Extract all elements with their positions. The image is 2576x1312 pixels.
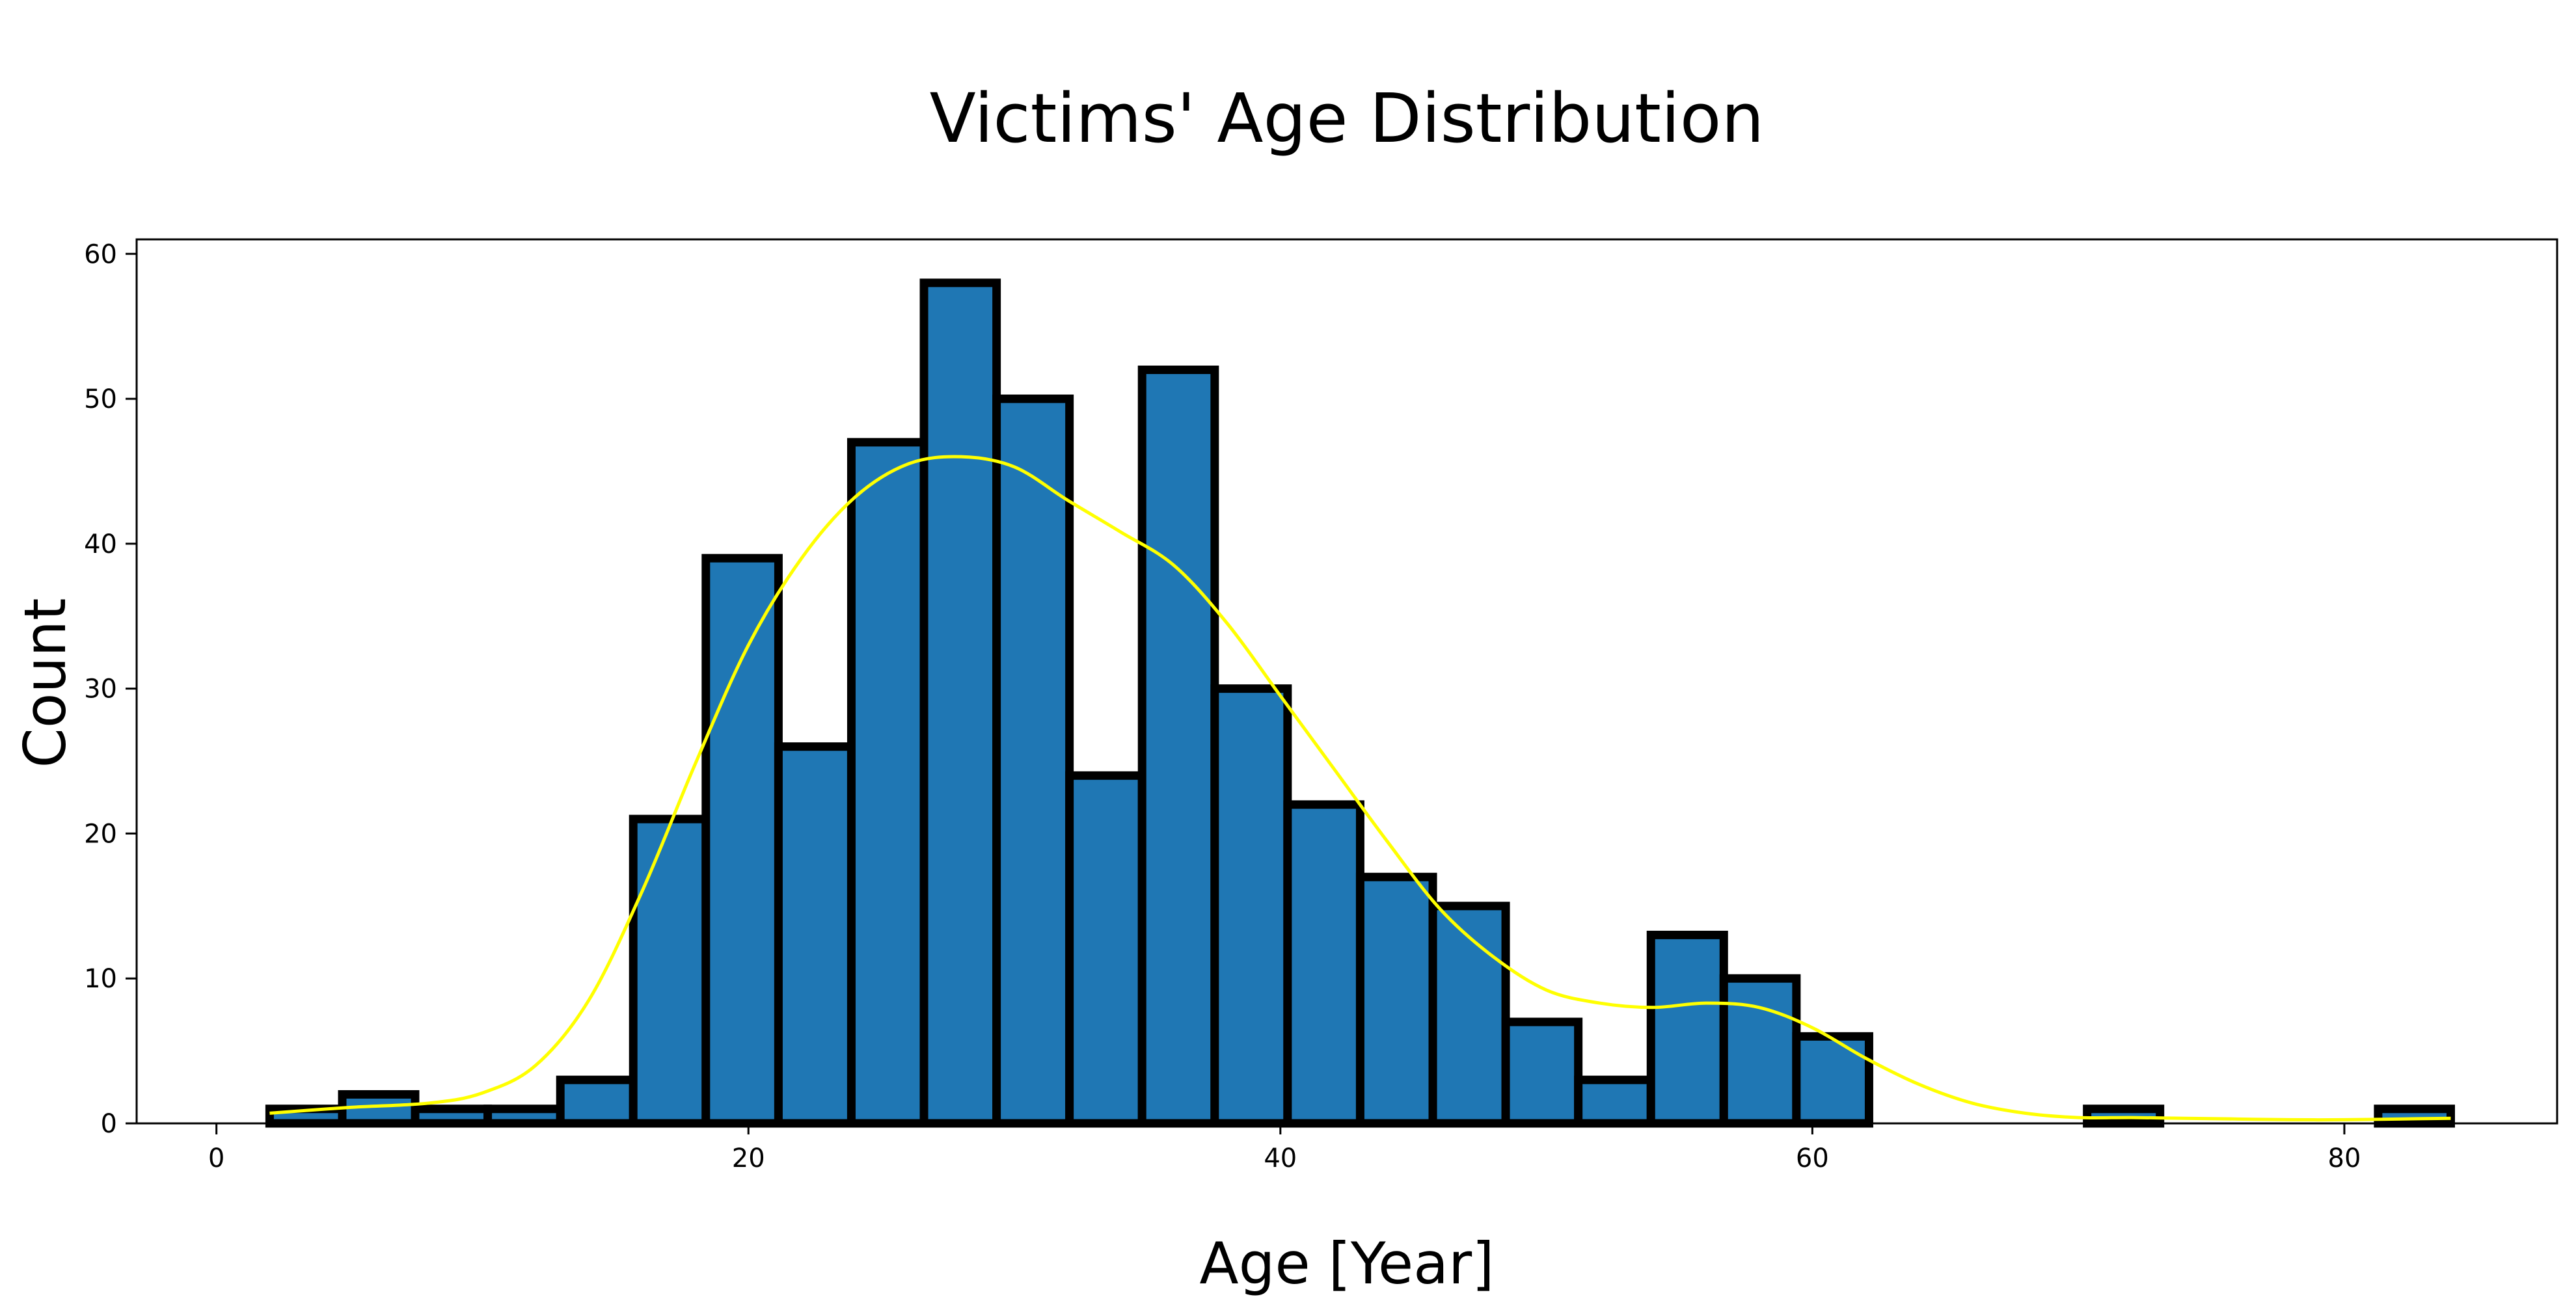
y-axis-label: Count: [12, 598, 79, 768]
y-tick-label: 40: [84, 529, 117, 559]
histogram-bar-12: [1065, 771, 1146, 1128]
histogram-bar-7: [701, 554, 783, 1128]
y-tick-label: 60: [84, 239, 117, 269]
histogram-bar-14: [1210, 684, 1292, 1128]
histogram-bar-15: [1283, 800, 1364, 1128]
histogram-bar-18: [1501, 1017, 1583, 1128]
histogram-bar-2: [338, 1090, 420, 1128]
bars-layer: [265, 278, 2455, 1128]
y-tick-label: 50: [84, 384, 117, 414]
kde-layer: [269, 455, 2451, 1122]
y-tick-label: 30: [84, 675, 117, 704]
y-tick-label: 0: [101, 1109, 117, 1139]
histogram-bar-10: [919, 278, 1001, 1128]
histogram-bar-8: [774, 742, 856, 1128]
histogram-bar-30: [2374, 1104, 2455, 1128]
histogram-bar-4: [483, 1104, 565, 1128]
histogram-bar-6: [629, 814, 711, 1128]
histogram-bar-20: [1646, 930, 1728, 1128]
histogram-bar-21: [1719, 974, 1801, 1128]
kde-line: [269, 455, 2451, 1122]
x-tick-label: 80: [2328, 1144, 2361, 1173]
histogram-bar-13: [1137, 366, 1219, 1128]
x-axis-label: Age [Year]: [1199, 1230, 1494, 1297]
histogram-bar-11: [992, 394, 1074, 1128]
y-tick-label: 10: [84, 964, 117, 994]
x-tick-label: 20: [732, 1144, 765, 1173]
x-tick-label: 0: [208, 1144, 224, 1173]
histogram-bar-5: [556, 1075, 638, 1128]
y-tick-label: 20: [84, 819, 117, 849]
chart-title: Victims' Age Distribution: [930, 79, 1765, 158]
x-tick-label: 60: [1796, 1144, 1829, 1173]
histogram-bar-19: [1574, 1075, 1655, 1128]
x-tick-label: 40: [1264, 1144, 1297, 1173]
plot-frame: [135, 238, 2558, 1125]
histogram-bar-22: [1792, 1032, 1873, 1128]
axes-layer: 0 20 40 60 80 0 10 20 30 40 50 60: [84, 238, 2558, 1173]
histogram-bar-9: [847, 438, 929, 1128]
histogram-bar-17: [1428, 902, 1510, 1128]
histogram-bar-3: [411, 1104, 493, 1128]
histogram-bar-16: [1355, 872, 1437, 1128]
